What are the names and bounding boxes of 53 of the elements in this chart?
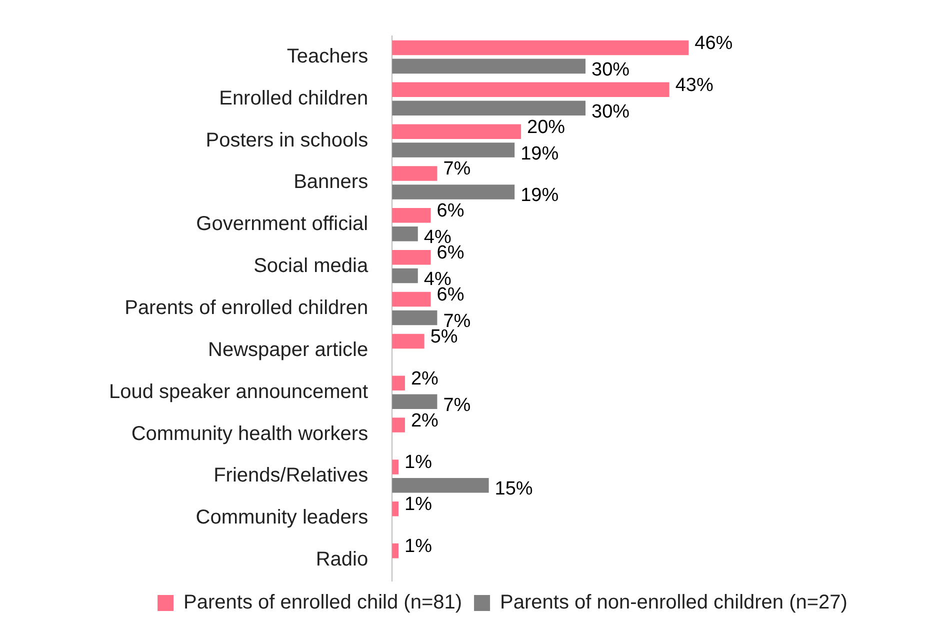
y-tick-label: Loud speaker announcement <box>108 380 369 403</box>
bar <box>392 334 424 349</box>
bar <box>392 100 586 116</box>
legend-label: Parents of enrolled child (n=81) <box>184 592 462 614</box>
y-tick-label: Banners <box>294 171 368 194</box>
data-label: 7% <box>443 394 471 416</box>
bar <box>392 184 515 200</box>
bar <box>392 394 438 409</box>
bar <box>392 543 399 558</box>
y-tick-label: Friends/Relatives <box>214 464 368 487</box>
data-label: 6% <box>436 200 464 222</box>
data-label: 19% <box>520 143 559 164</box>
y-tick-label: Posters in schools <box>206 129 368 152</box>
bar <box>392 376 405 390</box>
bar <box>392 418 405 432</box>
data-label: 1% <box>404 536 432 558</box>
data-label: 43% <box>675 74 714 96</box>
data-label: 30% <box>592 101 630 122</box>
data-label: 30% <box>592 59 630 80</box>
data-label: 7% <box>443 158 471 180</box>
legend-label: Parents of non-enrolled children (n=27) <box>500 592 848 614</box>
bar <box>392 208 431 223</box>
bar <box>392 124 522 139</box>
data-label: 20% <box>527 116 566 138</box>
y-tick-label: Community leaders <box>196 506 368 529</box>
data-label: 19% <box>520 185 559 206</box>
y-tick-label: Enrolled children <box>219 87 368 110</box>
bar <box>392 166 438 181</box>
bar <box>392 502 399 516</box>
bar <box>392 250 431 265</box>
bar <box>392 310 438 326</box>
bar <box>392 142 515 158</box>
bar <box>392 460 399 474</box>
y-tick-label: Social media <box>254 255 369 278</box>
bar <box>392 478 489 493</box>
data-label: 15% <box>494 478 533 500</box>
y-tick-label: Community health workers <box>131 422 368 445</box>
data-label: 2% <box>410 368 439 390</box>
bar <box>392 40 689 56</box>
bar <box>392 58 586 74</box>
y-tick-label: Newspaper article <box>208 338 368 361</box>
bar <box>392 82 670 98</box>
y-tick-label: Teachers <box>286 45 368 68</box>
data-label: 46% <box>694 32 733 54</box>
y-tick-label: Government official <box>196 213 368 236</box>
y-tick-label: Parents of enrolled children <box>124 297 368 320</box>
bar <box>392 268 418 284</box>
bar <box>392 226 418 242</box>
y-tick-label: Radio <box>316 548 368 571</box>
data-label: 1% <box>404 452 432 474</box>
bar <box>392 292 431 307</box>
data-label: 2% <box>410 410 439 432</box>
data-label: 1% <box>404 494 432 516</box>
